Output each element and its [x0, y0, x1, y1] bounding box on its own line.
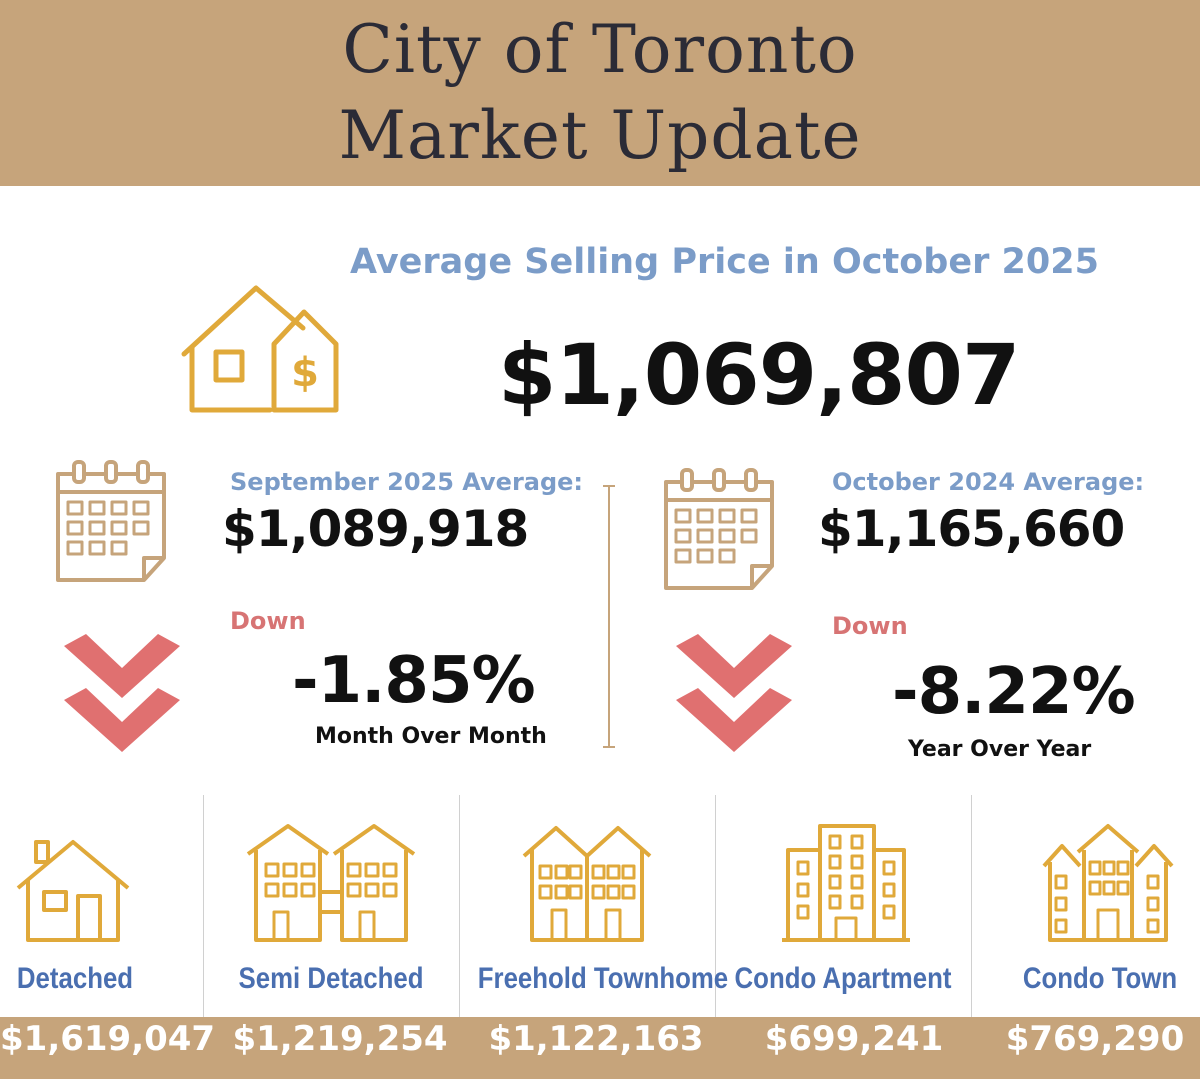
page-title-line1: City of Toronto — [342, 11, 858, 88]
average-selling-price: $1,069,807 — [498, 326, 1020, 424]
month-change-percent: -1.85% — [292, 644, 536, 718]
property-type-label-freehold-townhome: Freehold Townhome — [477, 962, 729, 995]
double-chevron-down-icon — [64, 634, 180, 752]
property-type-label-condo-apartment: Condo Apartment — [734, 962, 952, 995]
column-divider — [203, 795, 204, 1017]
page-title-line2: Market Update — [338, 97, 862, 174]
house-dollar-icon: $ — [181, 285, 339, 413]
calendar-icon — [56, 460, 166, 582]
header-banner: City of Toronto Market Update — [0, 0, 1200, 186]
column-divider — [459, 795, 460, 1017]
property-type-label-semi-detached: Semi Detached — [238, 962, 424, 995]
semi-detached-icon — [246, 824, 416, 942]
condo-town-icon — [1042, 824, 1174, 942]
center-divider — [608, 485, 610, 747]
property-price-condo-town: $769,290 — [1005, 1019, 1185, 1059]
month-direction-label: Down — [230, 607, 306, 635]
double-chevron-down-icon — [676, 634, 792, 752]
property-price-semi-detached: $1,219,254 — [232, 1019, 448, 1059]
svg-text:$: $ — [291, 350, 319, 396]
condo-apartment-icon — [782, 824, 910, 942]
calendar-icon — [664, 468, 774, 590]
price-bar — [0, 1017, 1200, 1079]
townhome-icon — [522, 826, 652, 942]
average-price-heading: Average Selling Price in October 2025 — [350, 242, 1099, 282]
year-change-percent: -8.22% — [892, 655, 1136, 729]
year-comparison-label: October 2024 Average: — [832, 468, 1145, 496]
month-change-caption: Month Over Month — [315, 724, 547, 749]
column-divider — [971, 795, 972, 1017]
property-type-label-detached: Detached — [16, 962, 134, 995]
year-direction-label: Down — [832, 612, 908, 640]
property-price-condo-apartment: $699,241 — [764, 1019, 944, 1059]
year-comparison-value: $1,165,660 — [818, 500, 1125, 558]
property-price-detached: $1,619,047 — [0, 1019, 216, 1059]
property-price-freehold-townhome: $1,122,163 — [488, 1019, 704, 1059]
month-comparison-value: $1,089,918 — [222, 500, 529, 558]
property-type-label-condo-town: Condo Town — [1022, 962, 1178, 995]
detached-house-icon — [16, 840, 130, 942]
month-comparison-label: September 2025 Average: — [230, 468, 584, 496]
column-divider — [715, 795, 716, 1017]
year-change-caption: Year Over Year — [908, 737, 1092, 762]
divider-cap-bottom — [603, 746, 615, 748]
